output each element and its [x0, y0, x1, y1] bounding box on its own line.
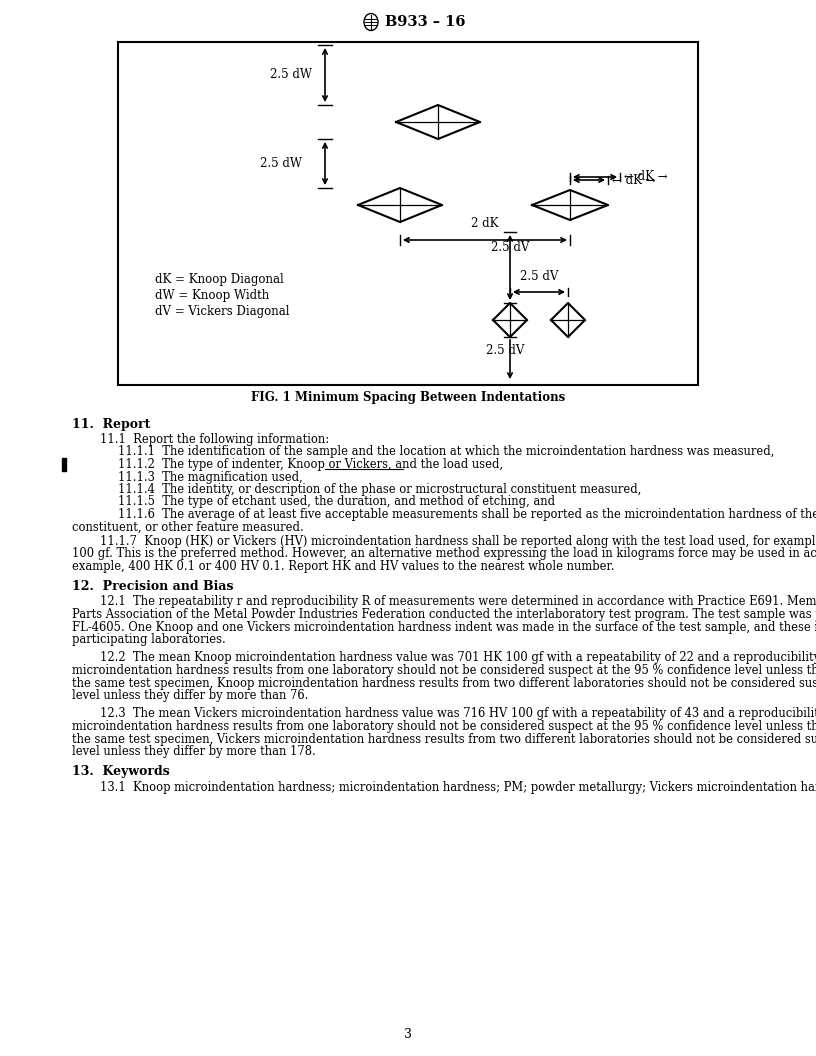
Text: dV = Vickers Diagonal: dV = Vickers Diagonal — [155, 305, 290, 319]
Text: 2.5 dV: 2.5 dV — [490, 241, 530, 254]
Bar — [118, 42, 698, 385]
Text: participating laboratories.: participating laboratories. — [72, 633, 226, 646]
Text: FIG. 1 Minimum Spacing Between Indentations: FIG. 1 Minimum Spacing Between Indentati… — [251, 392, 565, 404]
Text: 11.1.4  The identity, or description of the phase or microstructural constituent: 11.1.4 The identity, or description of t… — [118, 483, 641, 496]
Text: dK = Knoop Diagonal: dK = Knoop Diagonal — [155, 274, 284, 286]
Text: level unless they differ by more than 76.: level unless they differ by more than 76… — [72, 689, 308, 702]
Text: 12.2  The mean Knoop microindentation hardness value was 701 HK 100 gf with a re: 12.2 The mean Knoop microindentation har… — [100, 652, 816, 664]
Text: 100 gf. This is the preferred method. However, an alternative method expressing : 100 gf. This is the preferred method. Ho… — [72, 547, 816, 561]
Text: 13.1  Knoop microindentation hardness; microindentation hardness; PM; powder met: 13.1 Knoop microindentation hardness; mi… — [100, 780, 816, 793]
Text: constituent, or other feature measured.: constituent, or other feature measured. — [72, 521, 304, 533]
Text: 12.  Precision and Bias: 12. Precision and Bias — [72, 581, 233, 593]
Text: 11.1.2  The type of indenter, Knoop or Vickers, and the load used,: 11.1.2 The type of indenter, Knoop or Vi… — [118, 458, 503, 471]
Text: the same test specimen, Vickers microindentation hardness results from two diffe: the same test specimen, Vickers microind… — [72, 733, 816, 746]
Text: 12.1  The repeatability r and reproducibility R of measurements were determined : 12.1 The repeatability r and reproducibi… — [100, 596, 816, 608]
Text: 11.1.5  The type of etchant used, the duration, and method of etching, and: 11.1.5 The type of etchant used, the dur… — [118, 495, 555, 509]
Text: B933 – 16: B933 – 16 — [385, 15, 465, 29]
Text: 11.1  Report the following information:: 11.1 Report the following information: — [100, 433, 329, 446]
Text: example, 400 HK 0.1 or 400 HV 0.1. Report HK and HV values to the nearest whole : example, 400 HK 0.1 or 400 HV 0.1. Repor… — [72, 560, 614, 573]
Text: 12.3  The mean Vickers microindentation hardness value was 716 HV 100 gf with a : 12.3 The mean Vickers microindentation h… — [100, 708, 816, 720]
Text: 3: 3 — [404, 1029, 412, 1041]
Text: 2.5 dV: 2.5 dV — [486, 344, 524, 358]
Text: 2.5 dW: 2.5 dW — [270, 69, 312, 81]
Text: microindentation hardness results from one laboratory should not be considered s: microindentation hardness results from o… — [72, 720, 816, 733]
Text: 11.1.7  Knoop (HK) or Vickers (HV) microindentation hardness shall be reported a: 11.1.7 Knoop (HK) or Vickers (HV) microi… — [100, 535, 816, 548]
Text: 2 dK: 2 dK — [472, 216, 499, 230]
Text: 11.1.3  The magnification used,: 11.1.3 The magnification used, — [118, 471, 303, 484]
Text: Parts Association of the Metal Powder Industries Federation conducted the interl: Parts Association of the Metal Powder In… — [72, 608, 816, 621]
Text: level unless they differ by more than 178.: level unless they differ by more than 17… — [72, 744, 316, 758]
Text: the same test specimen, Knoop microindentation hardness results from two differe: the same test specimen, Knoop microinden… — [72, 677, 816, 690]
Text: 11.  Report: 11. Report — [72, 418, 150, 431]
Text: 13.  Keywords: 13. Keywords — [72, 766, 170, 778]
Text: FL-4605. One Knoop and one Vickers microindentation hardness indent was made in : FL-4605. One Knoop and one Vickers micro… — [72, 621, 816, 634]
Text: 11.1.6  The average of at least five acceptable measurements shall be reported a: 11.1.6 The average of at least five acce… — [118, 508, 816, 521]
Text: dW = Knoop Width: dW = Knoop Width — [155, 289, 269, 302]
Text: 2.5 dW: 2.5 dW — [260, 157, 302, 170]
Text: 2.5 dV: 2.5 dV — [520, 270, 558, 283]
Text: 11.1.1  The identification of the sample and the location at which the microinde: 11.1.1 The identification of the sample … — [118, 446, 774, 458]
Text: ← dK →: ← dK → — [624, 170, 667, 184]
Text: microindentation hardness results from one laboratory should not be considered s: microindentation hardness results from o… — [72, 664, 816, 677]
Text: ← dK →: ← dK → — [612, 173, 655, 187]
